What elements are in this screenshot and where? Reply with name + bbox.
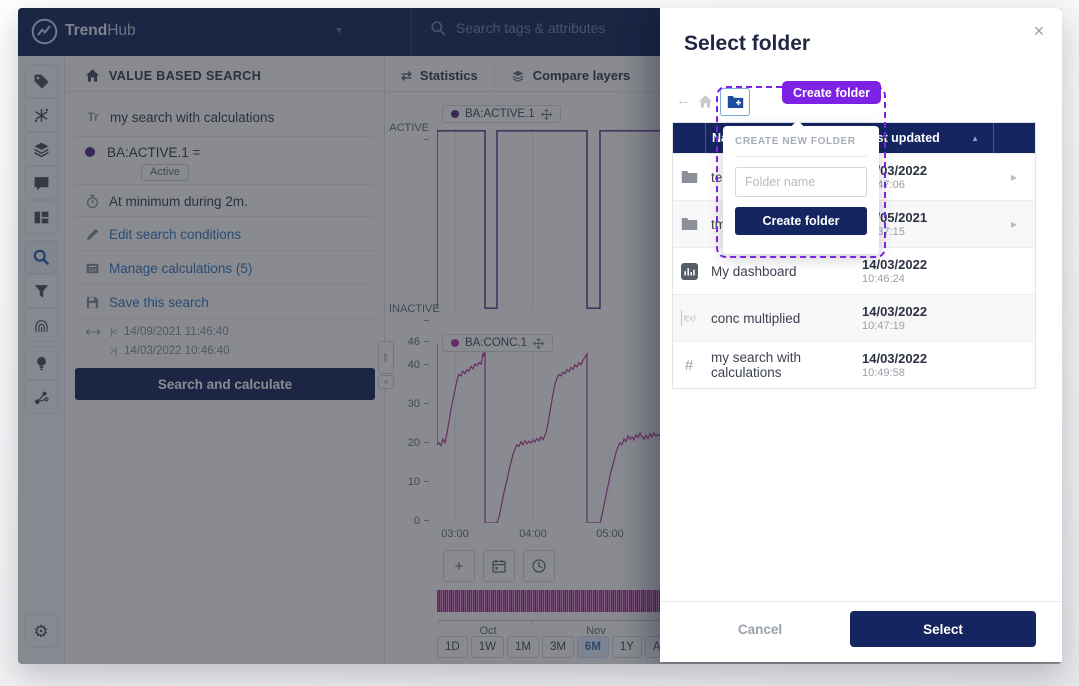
row-updated: 14/03/2022 10:46:24 xyxy=(862,257,928,285)
header-last-updated[interactable]: Last updated ▲ xyxy=(850,123,993,153)
create-folder-button[interactable] xyxy=(720,88,750,116)
header-icon-col xyxy=(673,123,705,153)
table-row[interactable]: # my search with calculations 14/03/2022… xyxy=(673,341,1035,388)
saved-search-icon: # xyxy=(684,356,694,374)
row-name: My dashboard xyxy=(711,263,797,279)
chevron-right-icon[interactable]: ▸ xyxy=(1010,170,1018,184)
popup-create-folder-button[interactable]: Create folder xyxy=(735,207,867,235)
app-window: TrendHub ▾ xyxy=(18,8,1062,664)
chevron-right-icon[interactable]: ▸ xyxy=(1010,217,1018,231)
row-updated: 14/03/2022 10:49:58 xyxy=(862,351,928,379)
select-folder-modal: Select folder × ← Create folder CREATE N… xyxy=(660,8,1062,662)
folder-name-input[interactable] xyxy=(735,167,867,197)
formula-icon: f(x) xyxy=(680,310,698,326)
folder-plus-icon xyxy=(727,96,743,108)
footer-divider xyxy=(660,601,1062,602)
select-button[interactable]: Select xyxy=(850,611,1036,647)
popup-heading: CREATE NEW FOLDER xyxy=(735,136,856,147)
cancel-button[interactable]: Cancel xyxy=(715,614,805,644)
header-chevron-col xyxy=(993,123,1035,153)
home-folder-icon[interactable] xyxy=(698,94,713,109)
close-icon[interactable]: × xyxy=(1033,21,1045,41)
folder-icon xyxy=(681,171,697,183)
divider xyxy=(735,156,867,157)
row-name: conc multiplied xyxy=(711,310,801,326)
table-row[interactable]: f(x) conc multiplied 14/03/2022 10:47:19 xyxy=(673,294,1035,341)
row-updated: 14/03/2022 10:47:19 xyxy=(862,304,928,332)
create-folder-popup: CREATE NEW FOLDER Create folder xyxy=(723,120,879,254)
modal-title: Select folder xyxy=(684,32,811,55)
coachmark-label: Create folder xyxy=(782,81,881,104)
folder-icon xyxy=(681,218,697,230)
row-name: my search with calculations xyxy=(711,350,802,380)
table-row[interactable]: My dashboard 14/03/2022 10:46:24 xyxy=(673,247,1035,294)
back-arrow-icon[interactable]: ← xyxy=(676,92,691,109)
dashboard-tile-icon xyxy=(680,262,698,280)
header-last-updated-label: Last updated xyxy=(862,131,940,145)
sort-asc-icon[interactable]: ▲ xyxy=(971,133,979,143)
